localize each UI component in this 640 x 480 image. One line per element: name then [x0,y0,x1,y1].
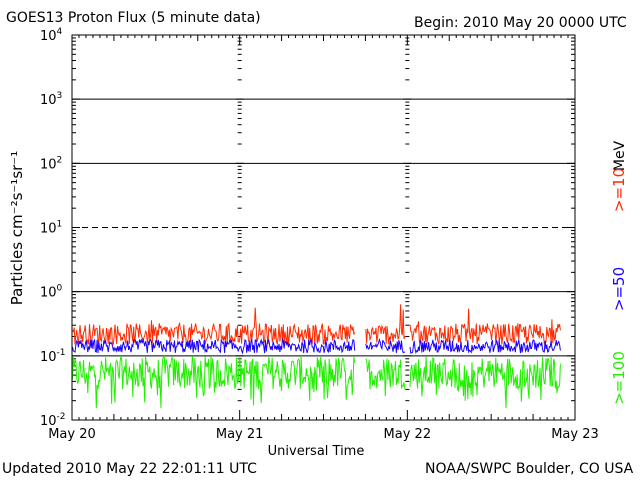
y-axis-label: Particles cm⁻²s⁻¹sr⁻¹ [8,151,26,305]
legend-ge10: >=10 [610,168,628,212]
y-tick-label: 10-1 [40,348,66,365]
series-line-ge100 [72,354,561,409]
y-tick-label: 103 [40,91,62,108]
plot-frame [71,34,576,421]
series-group [72,304,561,409]
legend-unit: MeV [612,140,628,171]
y-tick-label: 100 [40,284,63,301]
x-tick-labels: May 20 May 21 May 22 May 23 [48,427,599,442]
begin-time: Begin: 2010 May 20 0000 UTC [414,15,627,31]
y-tick-label: 102 [40,155,62,172]
chart-title: GOES13 Proton Flux (5 minute data) [6,10,261,26]
x-tick-label: May 21 [216,427,264,442]
credit-text: NOAA/SWPC Boulder, CO USA [425,461,634,477]
y-tick-label: 104 [40,27,63,44]
x-tick-label: May 22 [384,427,432,442]
updated-timestamp: Updated 2010 May 22 22:01:11 UTC [2,461,257,477]
x-axis-label: Universal Time [268,444,365,459]
series-line-ge50 [72,337,561,355]
legend-ge100: >=100 [610,351,628,405]
series-line-ge10 [72,304,561,346]
x-tick-label: May 23 [551,427,599,442]
y-tick-label: 10-2 [40,412,66,429]
x-tick-label: May 20 [48,427,96,442]
y-tick-labels: 104 103 102 101 100 10-1 10-2 [40,27,66,429]
y-tick-label: 101 [40,220,62,237]
threshold-lines [72,98,575,357]
legend-ge50: >=50 [610,267,628,311]
